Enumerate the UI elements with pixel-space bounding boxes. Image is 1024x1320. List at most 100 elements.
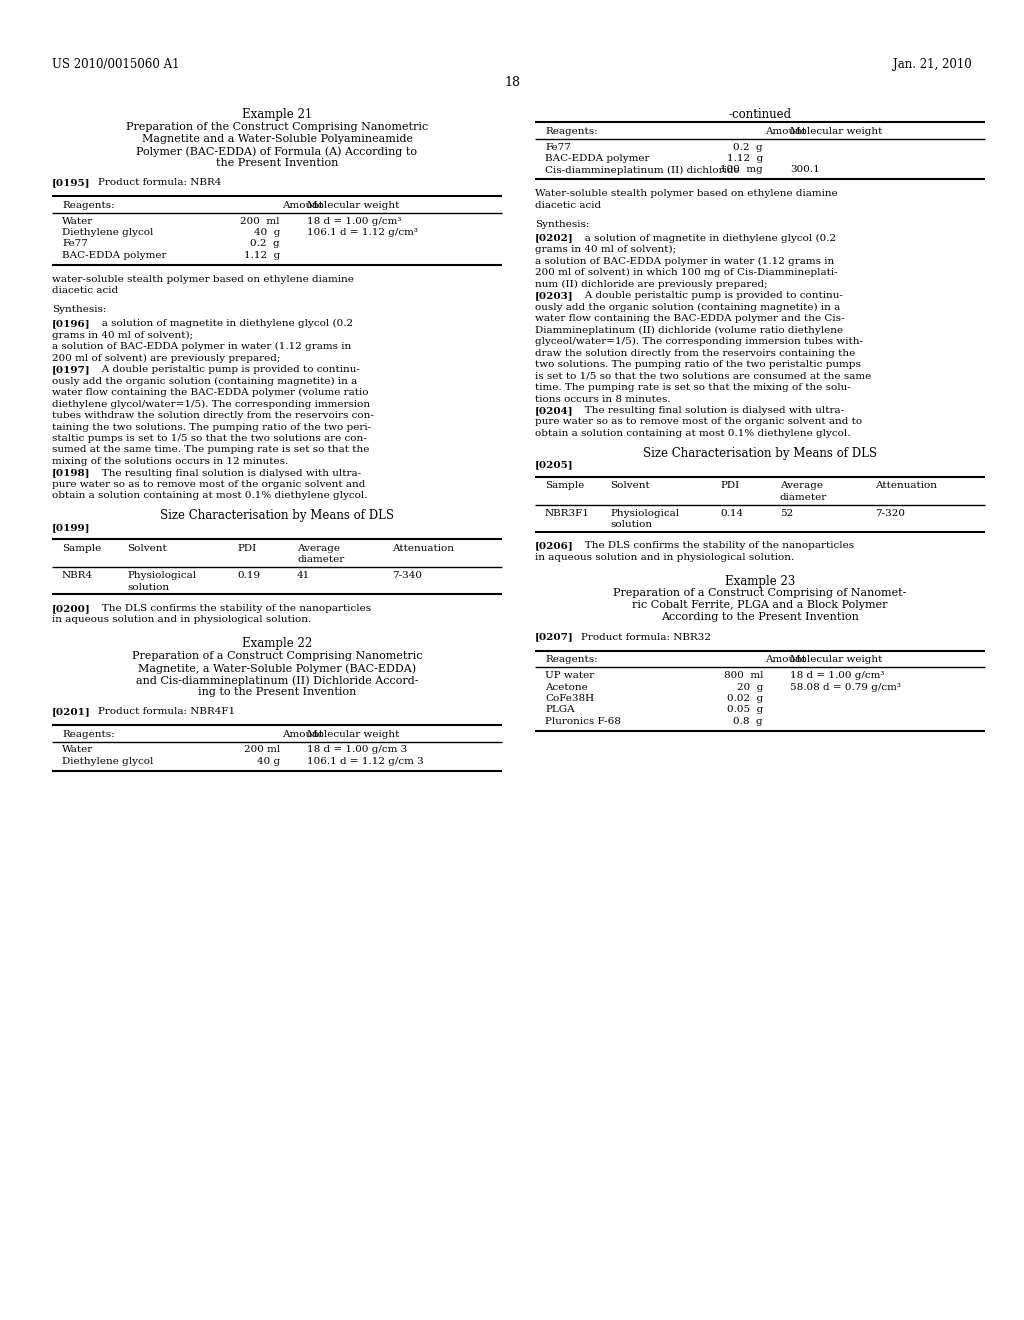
Text: Reagents:: Reagents:: [62, 730, 115, 739]
Text: [0197]: [0197]: [52, 366, 91, 374]
Text: water flow containing the BAC-EDDA polymer and the Cis-: water flow containing the BAC-EDDA polym…: [535, 314, 845, 323]
Text: The DLS confirms the stability of the nanoparticles: The DLS confirms the stability of the na…: [575, 541, 854, 550]
Text: 200 ml of solvent) are previously prepared;: 200 ml of solvent) are previously prepar…: [52, 354, 281, 363]
Text: A double peristaltic pump is provided to continu-: A double peristaltic pump is provided to…: [575, 290, 843, 300]
Text: Preparation of a Construct Comprising Nanometric: Preparation of a Construct Comprising Na…: [132, 651, 422, 661]
Text: is set to 1/5 so that the two solutions are consumed at the same: is set to 1/5 so that the two solutions …: [535, 371, 871, 380]
Text: NBR4: NBR4: [62, 572, 93, 579]
Text: Acetone: Acetone: [545, 682, 588, 692]
Text: 58.08 d = 0.79 g/cm³: 58.08 d = 0.79 g/cm³: [790, 682, 901, 692]
Text: time. The pumping rate is set so that the mixing of the solu-: time. The pumping rate is set so that th…: [535, 383, 851, 392]
Text: Pluronics F-68: Pluronics F-68: [545, 717, 621, 726]
Text: BAC-EDDA polymer: BAC-EDDA polymer: [62, 251, 167, 260]
Text: 100  mg: 100 mg: [720, 165, 763, 174]
Text: two solutions. The pumping ratio of the two peristaltic pumps: two solutions. The pumping ratio of the …: [535, 360, 861, 370]
Text: Diethylene glycol: Diethylene glycol: [62, 228, 154, 238]
Text: diacetic acid: diacetic acid: [535, 201, 601, 210]
Text: 1.12  g: 1.12 g: [244, 251, 280, 260]
Text: grams in 40 ml of solvent);: grams in 40 ml of solvent);: [52, 330, 194, 339]
Text: NBR3F1: NBR3F1: [545, 508, 590, 517]
Text: Attenuation: Attenuation: [874, 482, 937, 491]
Text: Magnetite, a Water-Soluble Polymer (BAC-EDDA): Magnetite, a Water-Soluble Polymer (BAC-…: [138, 663, 416, 673]
Text: UP water: UP water: [545, 671, 594, 680]
Text: Jan. 21, 2010: Jan. 21, 2010: [893, 58, 972, 71]
Text: Solvent: Solvent: [127, 544, 167, 553]
Text: sumed at the same time. The pumping rate is set so that the: sumed at the same time. The pumping rate…: [52, 446, 370, 454]
Text: Reagents:: Reagents:: [545, 656, 598, 664]
Text: ously add the organic solution (containing magnetite) in a: ously add the organic solution (containi…: [535, 302, 841, 312]
Text: Physiological: Physiological: [610, 508, 679, 517]
Text: A double peristaltic pump is provided to continu-: A double peristaltic pump is provided to…: [92, 366, 359, 374]
Text: solution: solution: [610, 520, 652, 529]
Text: solution: solution: [127, 582, 169, 591]
Text: pure water so as to remove most of the organic solvent and to: pure water so as to remove most of the o…: [535, 417, 862, 426]
Text: Example 22: Example 22: [242, 638, 312, 649]
Text: Molecular weight: Molecular weight: [790, 127, 883, 136]
Text: [0201]: [0201]: [52, 708, 91, 715]
Text: a solution of BAC-EDDA polymer in water (1.12 grams in: a solution of BAC-EDDA polymer in water …: [535, 256, 835, 265]
Text: in aqueous solution and in physiological solution.: in aqueous solution and in physiological…: [535, 553, 795, 562]
Text: Preparation of a Construct Comprising of Nanomet-: Preparation of a Construct Comprising of…: [613, 589, 906, 598]
Text: [0198]: [0198]: [52, 469, 90, 478]
Text: Product formula: NBR32: Product formula: NBR32: [581, 632, 711, 642]
Text: Reagents:: Reagents:: [62, 201, 115, 210]
Text: draw the solution directly from the reservoirs containing the: draw the solution directly from the rese…: [535, 348, 855, 358]
Text: Sample: Sample: [545, 482, 585, 491]
Text: [0199]: [0199]: [52, 523, 90, 532]
Text: Physiological: Physiological: [127, 572, 197, 579]
Text: Amount: Amount: [282, 730, 324, 739]
Text: 7-320: 7-320: [874, 508, 905, 517]
Text: water-soluble stealth polymer based on ethylene diamine: water-soluble stealth polymer based on e…: [52, 275, 354, 284]
Text: Molecular weight: Molecular weight: [307, 730, 399, 739]
Text: a solution of magnetite in diethylene glycol (0.2: a solution of magnetite in diethylene gl…: [92, 319, 353, 329]
Text: 1.12  g: 1.12 g: [727, 154, 763, 162]
Text: Amount: Amount: [282, 201, 324, 210]
Text: [0204]: [0204]: [535, 407, 573, 414]
Text: PDI: PDI: [237, 544, 256, 553]
Text: diethylene glycol/water=1/5). The corresponding immersion: diethylene glycol/water=1/5). The corres…: [52, 400, 370, 409]
Text: 0.14: 0.14: [720, 508, 743, 517]
Text: [0207]: [0207]: [535, 632, 573, 642]
Text: [0203]: [0203]: [535, 290, 573, 300]
Text: PLGA: PLGA: [545, 705, 574, 714]
Text: Preparation of the Construct Comprising Nanometric: Preparation of the Construct Comprising …: [126, 121, 428, 132]
Text: a solution of BAC-EDDA polymer in water (1.12 grams in: a solution of BAC-EDDA polymer in water …: [52, 342, 351, 351]
Text: tubes withdraw the solution directly from the reservoirs con-: tubes withdraw the solution directly fro…: [52, 411, 374, 420]
Text: 20  g: 20 g: [736, 682, 763, 692]
Text: diameter: diameter: [297, 556, 344, 565]
Text: the Present Invention: the Present Invention: [216, 158, 338, 168]
Text: Polymer (BAC-EDDA) of Formula (A) According to: Polymer (BAC-EDDA) of Formula (A) Accord…: [136, 147, 418, 157]
Text: [0196]: [0196]: [52, 319, 91, 327]
Text: Size Characterisation by Means of DLS: Size Characterisation by Means of DLS: [643, 446, 877, 459]
Text: Product formula: NBR4: Product formula: NBR4: [98, 178, 221, 187]
Text: 18: 18: [504, 77, 520, 88]
Text: 52: 52: [780, 508, 794, 517]
Text: BAC-EDDA polymer: BAC-EDDA polymer: [545, 154, 649, 162]
Text: tions occurs in 8 minutes.: tions occurs in 8 minutes.: [535, 395, 671, 404]
Text: Molecular weight: Molecular weight: [307, 201, 399, 210]
Text: Molecular weight: Molecular weight: [790, 656, 883, 664]
Text: Water: Water: [62, 216, 93, 226]
Text: mixing of the solutions occurs in 12 minutes.: mixing of the solutions occurs in 12 min…: [52, 457, 288, 466]
Text: Example 23: Example 23: [725, 574, 796, 587]
Text: in aqueous solution and in physiological solution.: in aqueous solution and in physiological…: [52, 615, 311, 624]
Text: 0.2  g: 0.2 g: [251, 239, 280, 248]
Text: ing to the Present Invention: ing to the Present Invention: [198, 686, 356, 697]
Text: pure water so as to remove most of the organic solvent and: pure water so as to remove most of the o…: [52, 480, 366, 488]
Text: Diethylene glycol: Diethylene glycol: [62, 756, 154, 766]
Text: Size Characterisation by Means of DLS: Size Characterisation by Means of DLS: [160, 510, 394, 521]
Text: 7-340: 7-340: [392, 572, 422, 579]
Text: 40  g: 40 g: [254, 228, 280, 238]
Text: water flow containing the BAC-EDDA polymer (volume ratio: water flow containing the BAC-EDDA polym…: [52, 388, 369, 397]
Text: Synthesis:: Synthesis:: [52, 305, 106, 314]
Text: 0.19: 0.19: [237, 572, 260, 579]
Text: num (II) dichloride are previously prepared;: num (II) dichloride are previously prepa…: [535, 280, 768, 289]
Text: -continued: -continued: [728, 108, 792, 121]
Text: The DLS confirms the stability of the nanoparticles: The DLS confirms the stability of the na…: [92, 605, 371, 612]
Text: PDI: PDI: [720, 482, 739, 491]
Text: diacetic acid: diacetic acid: [52, 286, 118, 294]
Text: [0195]: [0195]: [52, 178, 90, 187]
Text: a solution of magnetite in diethylene glycol (0.2: a solution of magnetite in diethylene gl…: [575, 234, 837, 243]
Text: Synthesis:: Synthesis:: [535, 220, 590, 228]
Text: 0.2  g: 0.2 g: [733, 143, 763, 152]
